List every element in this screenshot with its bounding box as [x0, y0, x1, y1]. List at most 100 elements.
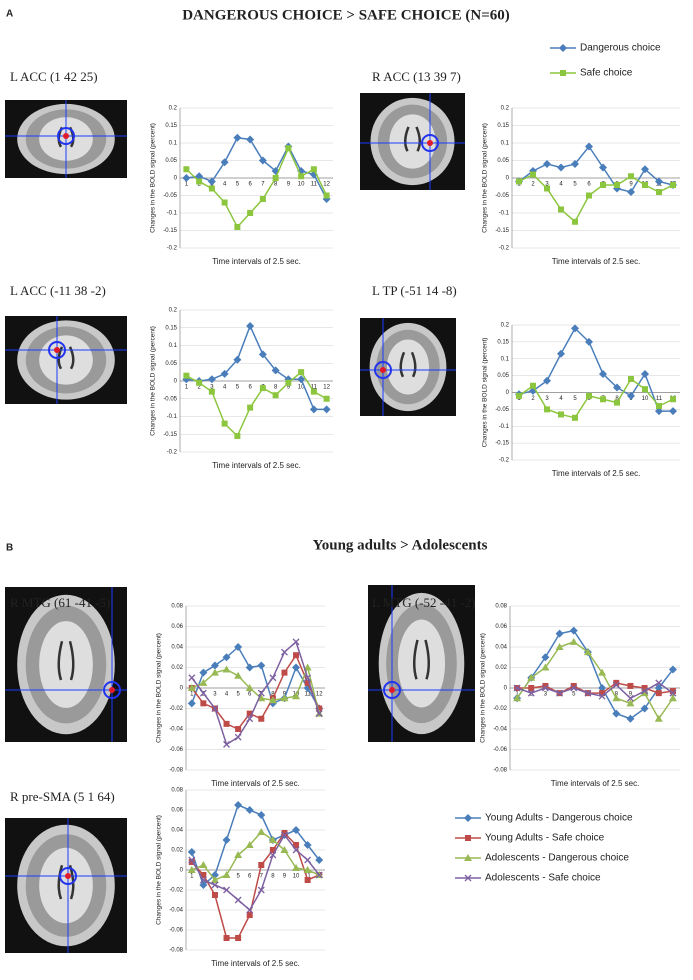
- marker: [257, 828, 266, 835]
- x-tick-label: 4: [559, 396, 563, 402]
- marker: [557, 163, 565, 172]
- marker: [188, 674, 196, 682]
- y-tick-label: 0: [504, 686, 508, 692]
- marker: [183, 372, 190, 379]
- x-tick-label: 8: [271, 874, 275, 880]
- marker: [599, 690, 606, 697]
- marker: [628, 376, 634, 382]
- x-tick-label: 7: [261, 182, 265, 188]
- x-tick-label: 3: [545, 396, 549, 402]
- x-tick-label: 2: [197, 385, 201, 391]
- y-tick-label: -0.05: [495, 407, 509, 413]
- roi-dot: [65, 873, 71, 879]
- marker: [541, 653, 550, 662]
- x-tick-label: 12: [316, 692, 323, 698]
- brain-white: [39, 335, 93, 385]
- marker: [598, 684, 607, 692]
- x-axis-label: Time intervals of 2.5 sec.: [211, 779, 300, 788]
- y-tick-label: 0.15: [165, 325, 177, 331]
- marker: [182, 174, 191, 182]
- marker: [208, 388, 215, 395]
- marker: [613, 383, 621, 392]
- y-axis-label: Changes in the BOLD signal (percent): [156, 633, 163, 743]
- x-tick-label: 11: [305, 692, 312, 698]
- y-tick-label: 0.15: [165, 123, 177, 129]
- marker: [221, 420, 228, 427]
- x-tick-label: 2: [531, 182, 535, 188]
- ventricle: [399, 351, 417, 378]
- brain-white: [397, 619, 446, 708]
- marker: [627, 188, 635, 196]
- marker: [207, 177, 216, 186]
- x-tick-label: 3: [210, 385, 214, 391]
- marker: [272, 392, 279, 399]
- marker: [234, 733, 242, 741]
- marker: [269, 847, 276, 853]
- y-tick-label: 0: [174, 379, 178, 385]
- x-tick-label: 5: [236, 182, 240, 188]
- marker: [613, 679, 620, 686]
- chart-title: L TP (-51 14 -8): [372, 283, 457, 298]
- marker: [223, 720, 230, 727]
- marker: [303, 866, 312, 873]
- x-tick-label: 12: [323, 182, 330, 188]
- marker: [544, 406, 550, 413]
- x-tick-label: 8: [271, 692, 275, 698]
- y-axis-label: Changes in the BOLD signal (percent): [482, 123, 489, 233]
- x-tick-label: 6: [248, 692, 252, 698]
- marker: [285, 379, 292, 386]
- marker: [223, 740, 231, 748]
- y-tick-label: 0: [174, 176, 178, 182]
- marker: [246, 715, 254, 723]
- marker: [234, 643, 243, 651]
- marker: [598, 668, 607, 676]
- y-tick-label: -0.04: [493, 727, 507, 733]
- series-line: [516, 681, 674, 700]
- y-tick-label: 0.04: [171, 645, 183, 651]
- y-tick-label: 0.04: [171, 828, 183, 834]
- marker: [188, 856, 196, 864]
- chart-title: R pre-SMA (5 1 64): [10, 789, 115, 804]
- marker: [614, 182, 620, 188]
- marker: [599, 163, 607, 172]
- marker: [543, 160, 551, 168]
- x-tick-label: 6: [248, 182, 252, 188]
- y-axis-label: Changes in the BOLD signal (percent): [150, 123, 157, 233]
- marker: [207, 375, 216, 384]
- marker: [280, 648, 288, 656]
- marker: [222, 871, 231, 878]
- marker: [268, 836, 277, 843]
- y-tick-label: -0.05: [163, 193, 177, 199]
- x-tick-label: 4: [559, 182, 563, 188]
- x-tick-label: 2: [197, 182, 201, 188]
- marker: [583, 648, 592, 656]
- marker: [654, 684, 663, 692]
- y-tick-label: 0.05: [497, 373, 509, 379]
- marker: [600, 396, 606, 403]
- marker: [612, 681, 620, 689]
- marker: [222, 665, 231, 673]
- x-tick-label: 9: [287, 182, 291, 188]
- roi-dot: [54, 347, 60, 353]
- y-tick-label: 0.04: [495, 645, 507, 651]
- marker: [222, 836, 231, 844]
- panel-label: A: [6, 9, 13, 20]
- marker: [303, 663, 312, 671]
- marker: [259, 196, 266, 202]
- marker: [304, 877, 311, 883]
- marker: [556, 689, 564, 697]
- marker: [626, 714, 635, 723]
- marker: [199, 881, 208, 889]
- y-tick-label: 0.1: [169, 343, 178, 349]
- marker: [323, 192, 330, 199]
- y-tick-label: 0.08: [171, 788, 183, 794]
- roi-dot: [427, 140, 433, 146]
- marker: [221, 199, 228, 206]
- x-tick-label: 5: [236, 692, 240, 698]
- marker: [641, 165, 649, 174]
- x-tick-label: 6: [248, 874, 252, 880]
- marker: [558, 411, 564, 418]
- marker: [570, 684, 578, 692]
- marker: [527, 689, 535, 697]
- y-tick-label: -0.06: [169, 928, 183, 934]
